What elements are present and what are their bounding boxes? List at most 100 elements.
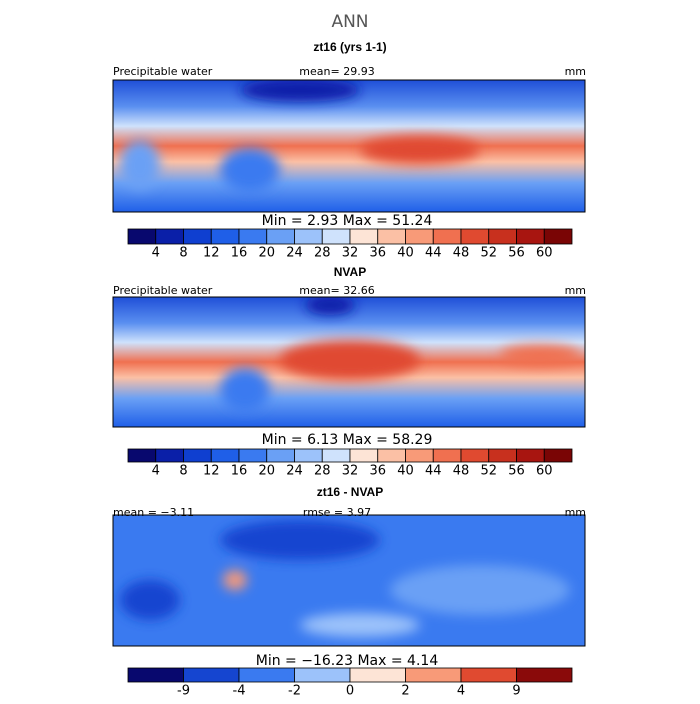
map xyxy=(113,297,585,427)
colorbar-box xyxy=(127,667,184,683)
colorbar-box xyxy=(238,667,295,683)
colorbar-label: 4 xyxy=(457,684,465,699)
units-label: mm xyxy=(565,284,586,297)
colorbar-box xyxy=(488,228,517,245)
colorbar-box xyxy=(516,667,573,683)
colorbar-label: 12 xyxy=(203,464,220,479)
colorbar-label: 60 xyxy=(536,464,553,479)
colorbar-box xyxy=(183,448,212,463)
left-label: Precipitable water xyxy=(113,284,213,297)
colorbar-box xyxy=(238,448,268,463)
colorbar-label: 28 xyxy=(314,246,331,261)
colorbar-box xyxy=(405,448,434,463)
colorbar-box xyxy=(516,448,545,463)
colorbar-label: 8 xyxy=(179,464,187,479)
colorbar-box xyxy=(294,667,351,683)
colorbar-label: 24 xyxy=(286,464,303,479)
colorbar-box xyxy=(460,448,490,463)
figure-title: ANN xyxy=(331,12,368,32)
colorbar-label: 28 xyxy=(314,464,331,479)
colorbar-label: 44 xyxy=(425,246,442,261)
colorbar-box xyxy=(266,228,295,245)
colorbar-box xyxy=(460,667,517,683)
colorbar-label: 40 xyxy=(397,246,414,261)
colorbar-box xyxy=(127,448,157,463)
colorbar-label: 9 xyxy=(512,684,520,699)
colorbar-box xyxy=(543,228,573,245)
colorbar-label: 20 xyxy=(258,246,275,261)
colorbar-box xyxy=(405,228,434,245)
colorbar-box xyxy=(266,448,295,463)
colorbar-box xyxy=(155,448,184,463)
colorbar-box xyxy=(183,228,212,245)
units-label: mm xyxy=(565,65,586,78)
colorbar-label: 4 xyxy=(152,246,160,261)
colorbar-label: 56 xyxy=(508,464,525,479)
colorbar-label: 2 xyxy=(401,684,409,699)
panel-title: zt16 - NVAP xyxy=(317,485,383,499)
colorbar-box xyxy=(238,228,268,245)
center-label: rmse = 3.97 xyxy=(303,506,371,519)
colorbar-label: 52 xyxy=(480,246,497,261)
colorbar-label: 16 xyxy=(231,464,248,479)
colorbar-box xyxy=(210,448,240,463)
colorbar-box xyxy=(321,228,351,245)
colorbar-label: 8 xyxy=(179,246,187,261)
colorbar-box xyxy=(321,448,351,463)
colorbar-label: -9 xyxy=(177,684,190,699)
colorbar-box xyxy=(488,448,517,463)
colorbar-label: 32 xyxy=(342,464,359,479)
colorbar-box xyxy=(377,228,406,245)
stats: Min = 2.93 Max = 51.24 xyxy=(262,213,433,229)
map xyxy=(113,515,585,646)
colorbar-box xyxy=(349,228,379,245)
colorbar-label: 32 xyxy=(342,246,359,261)
colorbar-label: -4 xyxy=(233,684,246,699)
colorbar-label: 12 xyxy=(203,246,220,261)
colorbar-box xyxy=(294,448,323,463)
colorbar-label: 36 xyxy=(369,246,386,261)
colorbar-box xyxy=(349,667,406,683)
center-label: mean= 32.66 xyxy=(299,284,374,297)
colorbar-label: -2 xyxy=(288,684,301,699)
colorbar-box xyxy=(460,228,490,245)
colorbar-label: 16 xyxy=(231,246,248,261)
stats: Min = −16.23 Max = 4.14 xyxy=(256,653,439,669)
colorbar-box xyxy=(405,667,462,683)
colorbar-label: 48 xyxy=(453,464,470,479)
colorbar-box xyxy=(183,667,240,683)
colorbar-box xyxy=(516,228,545,245)
stats: Min = 6.13 Max = 58.29 xyxy=(262,432,433,448)
colorbar-box xyxy=(127,228,157,245)
map-frame xyxy=(112,296,586,428)
map-frame xyxy=(112,514,586,647)
colorbar-label: 44 xyxy=(425,464,442,479)
colorbar-label: 56 xyxy=(508,246,525,261)
panel-title: NVAP xyxy=(334,265,366,279)
colorbar-box xyxy=(155,228,184,245)
map-frame xyxy=(112,79,586,213)
colorbar-label: 24 xyxy=(286,246,303,261)
map xyxy=(113,80,585,212)
colorbar-box xyxy=(377,448,406,463)
colorbar-box xyxy=(432,228,462,245)
colorbar-box xyxy=(432,448,462,463)
colorbar-label: 4 xyxy=(152,464,160,479)
units-label: mm xyxy=(565,506,586,519)
colorbar-box xyxy=(349,448,379,463)
colorbar-label: 20 xyxy=(258,464,275,479)
colorbar-label: 36 xyxy=(369,464,386,479)
colorbar-box xyxy=(294,228,323,245)
colorbar-label: 40 xyxy=(397,464,414,479)
colorbar-box xyxy=(210,228,240,245)
left-label: mean = −3.11 xyxy=(113,506,194,519)
colorbar-box xyxy=(543,448,573,463)
panel-title: zt16 (yrs 1-1) xyxy=(313,40,386,54)
colorbar-label: 52 xyxy=(480,464,497,479)
center-label: mean= 29.93 xyxy=(299,65,374,78)
colorbar-label: 48 xyxy=(453,246,470,261)
left-label: Precipitable water xyxy=(113,65,213,78)
colorbar-label: 60 xyxy=(536,246,553,261)
colorbar-label: 0 xyxy=(346,684,354,699)
